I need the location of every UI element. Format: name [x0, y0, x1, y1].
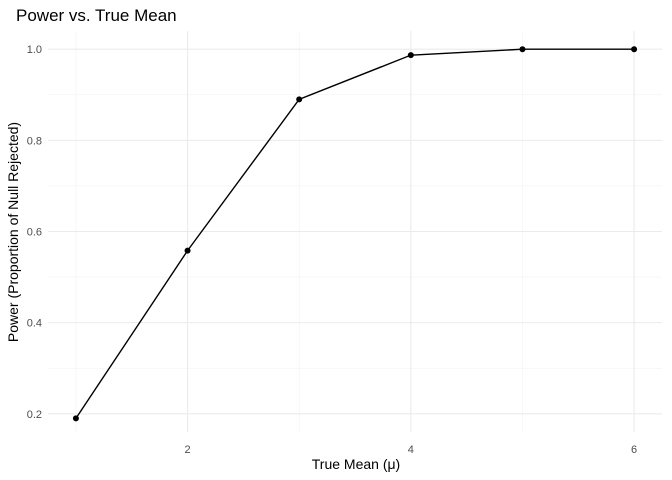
data-point	[184, 247, 191, 254]
y-tick-label: 1.0	[27, 44, 42, 56]
x-axis-ticks: 2 4 6	[184, 444, 637, 456]
data-point	[519, 46, 526, 53]
data-point	[296, 96, 303, 103]
y-tick-label: 0.4	[27, 318, 42, 330]
x-tick-label: 4	[408, 444, 414, 456]
data-point	[631, 46, 638, 53]
y-tick-label: 0.2	[27, 409, 42, 421]
y-axis-ticks: 0.2 0.4 0.6 0.8 1.0	[27, 44, 42, 421]
series-line	[75, 48, 635, 419]
x-tick-label: 6	[631, 444, 637, 456]
data-point	[407, 52, 414, 59]
x-axis-title: True Mean (μ)	[312, 456, 400, 472]
y-tick-label: 0.8	[27, 135, 42, 147]
data-point	[72, 415, 79, 422]
chart-title: Power vs. True Mean	[16, 6, 177, 25]
x-tick-label: 2	[184, 444, 190, 456]
y-tick-label: 0.6	[27, 227, 42, 239]
series-power	[75, 48, 635, 419]
y-axis-title: Power (Proportion of Null Rejected)	[5, 122, 21, 342]
data-points	[72, 46, 638, 422]
grid	[48, 31, 662, 432]
